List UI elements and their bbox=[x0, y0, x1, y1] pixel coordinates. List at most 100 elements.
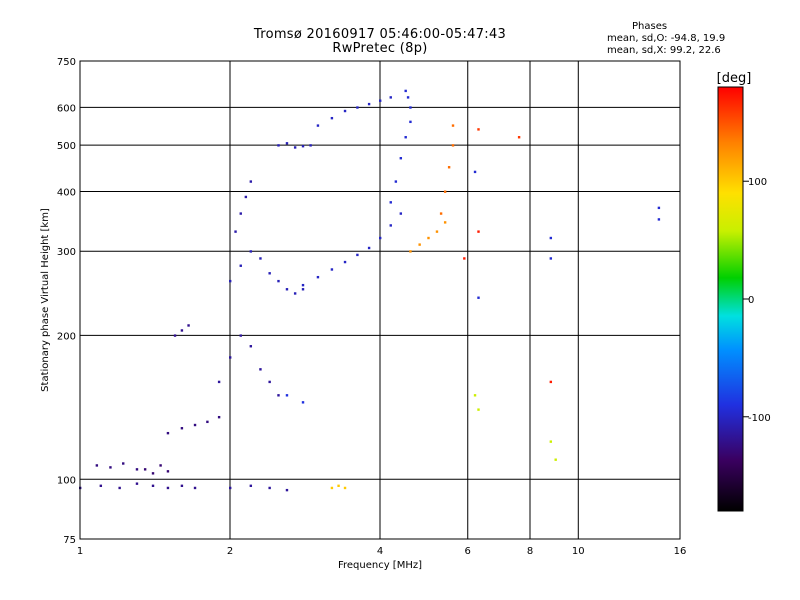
data-point bbox=[99, 484, 103, 488]
data-point bbox=[356, 253, 359, 257]
data-point bbox=[151, 472, 155, 475]
y-tick-label: 200 bbox=[57, 331, 76, 342]
data-point bbox=[549, 440, 553, 443]
x-tick-label: 2 bbox=[227, 546, 233, 557]
data-point bbox=[259, 368, 262, 371]
data-point bbox=[301, 401, 305, 404]
data-point bbox=[389, 224, 392, 227]
data-point bbox=[330, 116, 334, 120]
y-tick-label: 750 bbox=[57, 57, 76, 68]
data-point bbox=[477, 230, 480, 233]
data-point bbox=[159, 464, 162, 467]
data-point bbox=[135, 468, 139, 471]
data-point bbox=[356, 106, 359, 109]
data-point bbox=[166, 470, 170, 473]
colorbar-tick-label: 0 bbox=[748, 295, 754, 306]
grid-lines bbox=[80, 61, 680, 539]
colorbar-label: [deg] bbox=[717, 71, 752, 86]
data-point bbox=[389, 96, 392, 99]
data-point bbox=[301, 288, 305, 291]
data-point bbox=[343, 109, 347, 113]
colorbar-tick-label: 100 bbox=[748, 177, 767, 188]
data-point bbox=[367, 246, 371, 250]
data-point bbox=[394, 180, 398, 183]
phase-stats-header: Phases bbox=[632, 21, 668, 32]
data-point bbox=[399, 212, 403, 215]
data-point bbox=[277, 394, 280, 397]
data-point bbox=[409, 120, 412, 124]
data-point bbox=[95, 464, 99, 467]
y-tick-label: 600 bbox=[57, 103, 76, 114]
data-point bbox=[229, 356, 232, 359]
data-point bbox=[229, 279, 232, 283]
y-tick-label: 300 bbox=[57, 247, 76, 258]
colorbar-ticks: -100 0 100 bbox=[743, 177, 771, 424]
x-tick-label: 8 bbox=[527, 546, 533, 557]
data-point bbox=[268, 272, 271, 275]
data-point bbox=[229, 486, 232, 490]
data-point bbox=[234, 230, 237, 233]
data-point bbox=[427, 236, 430, 240]
x-tick-label: 16 bbox=[674, 546, 687, 557]
data-point bbox=[549, 380, 553, 384]
chart-title: Tromsø 20160917 05:46:00-05:47:43 bbox=[253, 27, 507, 42]
data-point bbox=[451, 124, 455, 127]
data-point bbox=[549, 257, 553, 260]
data-point bbox=[166, 431, 170, 435]
data-point bbox=[447, 166, 451, 169]
data-point bbox=[477, 128, 480, 131]
data-point bbox=[293, 292, 297, 295]
phase-stats-x-mode: mean, sd,X: 99.2, 22.6 bbox=[607, 45, 721, 56]
data-point bbox=[135, 482, 139, 485]
data-point bbox=[330, 486, 334, 490]
data-point bbox=[451, 144, 455, 147]
data-point bbox=[193, 486, 197, 490]
data-point bbox=[473, 170, 477, 174]
data-point bbox=[443, 190, 447, 193]
data-point bbox=[379, 236, 382, 240]
y-tick-label: 100 bbox=[57, 475, 76, 486]
data-point bbox=[301, 145, 305, 148]
data-point bbox=[268, 486, 271, 490]
data-point bbox=[657, 206, 661, 210]
data-point bbox=[554, 458, 557, 461]
data-point bbox=[330, 268, 334, 271]
data-point bbox=[406, 96, 410, 99]
y-tick-label: 400 bbox=[57, 187, 76, 198]
y-axis-label: Stationary phase Virtual Height [km] bbox=[40, 208, 51, 392]
colorbar-tick-label: -100 bbox=[748, 413, 771, 424]
data-point bbox=[463, 257, 466, 260]
data-point bbox=[249, 180, 253, 183]
data-points bbox=[79, 89, 661, 492]
data-point bbox=[143, 468, 147, 471]
data-point bbox=[343, 486, 347, 490]
data-point bbox=[389, 201, 392, 204]
data-point bbox=[180, 484, 184, 488]
data-point bbox=[217, 415, 221, 419]
data-point bbox=[249, 345, 253, 348]
data-point bbox=[316, 275, 320, 279]
data-point bbox=[477, 296, 480, 299]
data-point bbox=[206, 420, 209, 424]
data-point bbox=[367, 102, 371, 106]
data-point bbox=[285, 288, 289, 291]
data-point bbox=[301, 283, 305, 287]
data-point bbox=[217, 380, 221, 384]
x-axis-label: Frequency [MHz] bbox=[338, 560, 422, 571]
data-point bbox=[379, 99, 382, 102]
data-point bbox=[180, 329, 184, 332]
data-point bbox=[239, 212, 242, 215]
x-tick-label: 10 bbox=[572, 546, 585, 557]
y-tick-label: 75 bbox=[63, 535, 76, 546]
data-point bbox=[404, 136, 407, 139]
chart-subtitle: RwPretec (8p) bbox=[332, 41, 428, 56]
data-point bbox=[277, 144, 280, 147]
data-point bbox=[244, 195, 248, 199]
data-point bbox=[309, 144, 312, 147]
data-point bbox=[657, 218, 661, 221]
data-point bbox=[439, 212, 443, 215]
data-point bbox=[409, 250, 412, 253]
y-axis-ticks: 75 100 200 300 400 500 600 750 bbox=[57, 57, 76, 546]
